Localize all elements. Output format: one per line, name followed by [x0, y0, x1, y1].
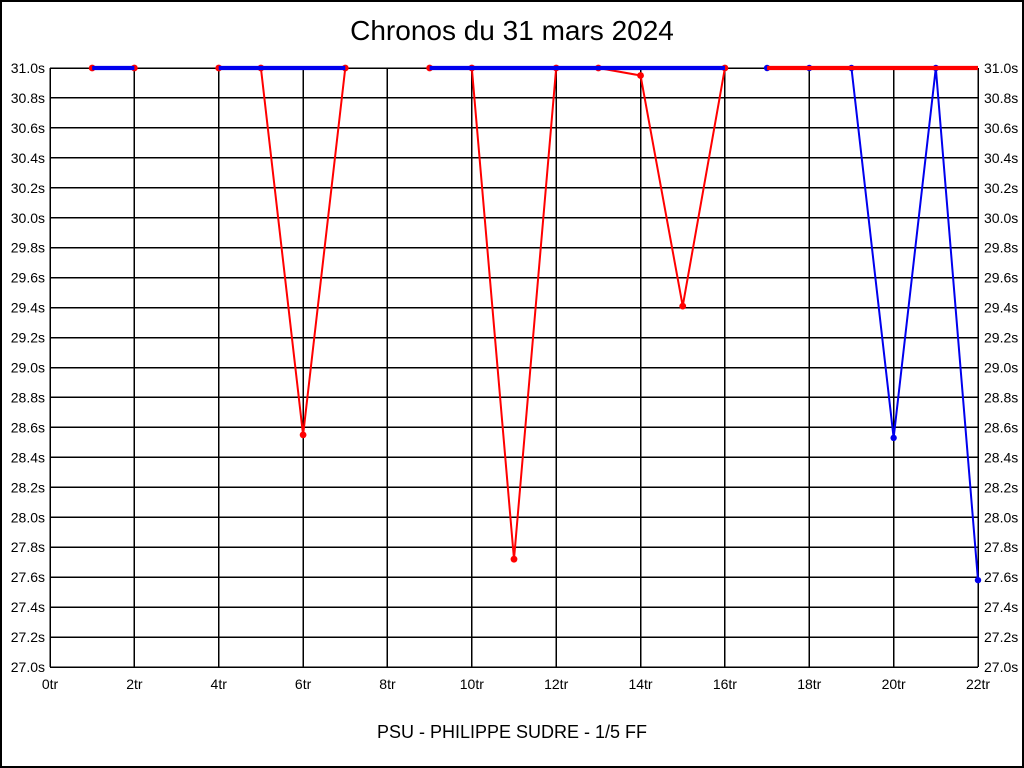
series-red-line: [218, 67, 347, 436]
x-tick-label: 18tr: [797, 676, 821, 692]
y-tick-label-left: 27.0s: [11, 659, 45, 675]
x-tick-label: 6tr: [295, 676, 312, 692]
y-tick-label-right: 29.0s: [984, 360, 1018, 376]
x-tick-label: 0tr: [42, 676, 59, 692]
y-tick-label-left: 29.0s: [11, 360, 45, 376]
y-tick-label-right: 28.0s: [984, 509, 1018, 525]
y-tick-label-left: 29.2s: [11, 330, 45, 346]
y-tick-label-right: 30.2s: [984, 180, 1018, 196]
series-red-marker: [510, 555, 518, 563]
series-red-marker: [299, 431, 307, 439]
series-red-line: [429, 67, 726, 561]
series-blue-marker: [974, 576, 982, 584]
y-tick-label-left: 27.4s: [11, 599, 45, 615]
x-tick-label: 20tr: [882, 676, 906, 692]
y-tick-label-left: 29.8s: [11, 240, 45, 256]
y-tick-label-right: 28.8s: [984, 389, 1018, 405]
x-tick-label: 12tr: [544, 676, 568, 692]
y-tick-label-right: 30.6s: [984, 120, 1018, 136]
x-tick-label: 10tr: [460, 676, 484, 692]
x-tick-label: 4tr: [211, 676, 228, 692]
y-tick-label-left: 30.2s: [11, 180, 45, 196]
series-red-marker: [679, 302, 687, 310]
y-tick-label-left: 28.6s: [11, 419, 45, 435]
x-tick-label: 14tr: [628, 676, 652, 692]
x-tick-label: 2tr: [126, 676, 143, 692]
y-tick-label-left: 27.8s: [11, 539, 45, 555]
y-tick-label-left: 30.4s: [11, 150, 45, 166]
series-blue-marker: [890, 434, 897, 442]
y-tick-label-left: 29.6s: [11, 270, 45, 286]
y-tick-label-right: 29.2s: [984, 330, 1018, 346]
y-tick-label-left: 28.0s: [11, 509, 45, 525]
y-tick-label-right: 28.4s: [984, 449, 1018, 465]
y-tick-label-right: 29.4s: [984, 300, 1018, 316]
y-tick-label-right: 29.8s: [984, 240, 1018, 256]
y-tick-label-right: 28.6s: [984, 419, 1018, 435]
y-tick-label-right: 30.0s: [984, 210, 1018, 226]
y-tick-label-right: 31.0s: [984, 60, 1018, 76]
chart-caption: PSU - PHILIPPE SUDRE - 1/5 FF: [376, 722, 648, 742]
y-tick-label-left: 27.6s: [11, 569, 45, 585]
y-tick-label-left: 27.2s: [11, 629, 45, 645]
y-tick-label-right: 30.8s: [984, 90, 1018, 106]
y-tick-label-left: 30.6s: [11, 120, 45, 136]
y-tick-label-left: 28.4s: [11, 449, 45, 465]
series-red-marker: [637, 72, 644, 79]
y-tick-label-left: 28.2s: [11, 479, 45, 495]
y-tick-label-left: 30.8s: [11, 90, 45, 106]
y-tick-label-right: 29.6s: [984, 270, 1018, 286]
y-tick-label-right: 30.4s: [984, 150, 1018, 166]
y-tick-label-left: 30.0s: [11, 210, 45, 226]
x-tick-label: 22tr: [966, 676, 990, 692]
y-tick-label-right: 27.8s: [984, 539, 1018, 555]
y-tick-label-right: 28.2s: [984, 479, 1018, 495]
y-tick-label-right: 27.4s: [984, 599, 1018, 615]
y-tick-label-right: 27.2s: [984, 629, 1018, 645]
chart-title: Chronos du 31 mars 2024: [350, 15, 674, 46]
x-tick-label: 8tr: [379, 676, 396, 692]
y-tick-label-left: 28.8s: [11, 389, 45, 405]
series-blue-line: [767, 67, 979, 581]
x-tick-label: 16tr: [713, 676, 737, 692]
y-tick-label-left: 29.4s: [11, 300, 45, 316]
y-tick-label-right: 27.6s: [984, 569, 1018, 585]
y-tick-label-left: 31.0s: [11, 60, 45, 76]
y-tick-label-right: 27.0s: [984, 659, 1018, 675]
